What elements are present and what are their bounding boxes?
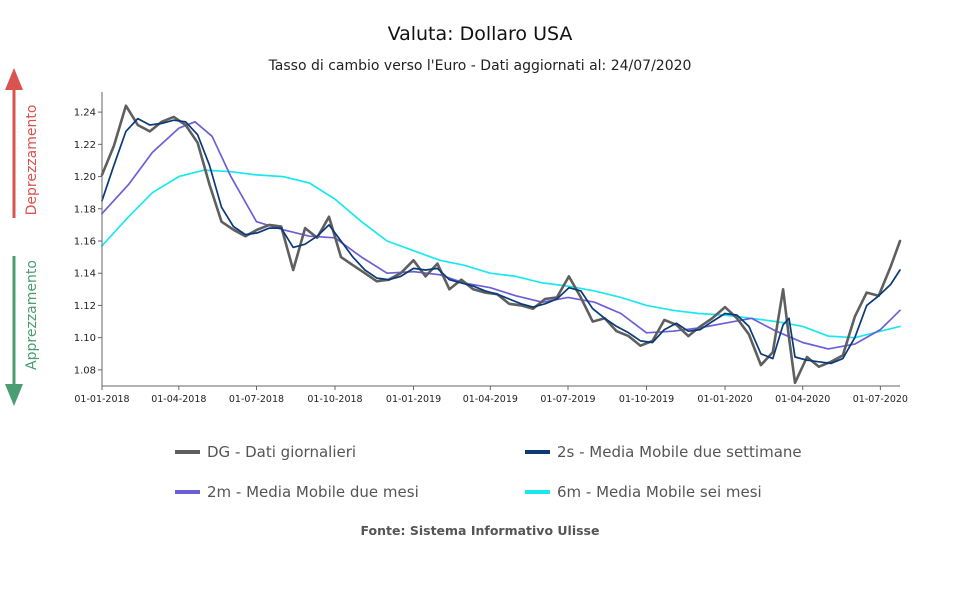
y-tick-label: 1.10	[74, 333, 96, 344]
chart-subtitle: Tasso di cambio verso l'Euro - Dati aggi…	[268, 58, 692, 74]
x-tick-label: 01-01-2018	[74, 394, 129, 405]
legend-item-2m: 2m - Media Mobile due mesi	[175, 483, 419, 501]
chart-title: Valuta: Dollaro USA	[388, 23, 573, 45]
x-tick-label: 01-04-2018	[151, 394, 206, 405]
side-label-deprezzamento: Deprezzamento	[24, 105, 40, 216]
legend-label-2s: 2s - Media Mobile due settimane	[557, 443, 802, 461]
down-arrow-icon	[5, 384, 23, 406]
y-tick-label: 1.20	[74, 172, 96, 183]
series-line-2m	[101, 120, 901, 350]
side-label-apprezzamento: Apprezzamento	[24, 260, 40, 370]
legend-label-6m: 6m - Media Mobile sei mesi	[557, 483, 762, 501]
appreciation-indicator: Apprezzamento	[5, 256, 40, 406]
legend-label-2m: 2m - Media Mobile due mesi	[207, 483, 419, 501]
series-line-6m	[101, 169, 901, 339]
plot-area	[100, 104, 902, 385]
y-tick-label: 1.08	[74, 365, 96, 376]
y-tick-label: 1.18	[74, 204, 96, 215]
x-tick-label: 01-10-2019	[619, 394, 674, 405]
y-tick-label: 1.24	[74, 108, 96, 119]
legend-item-2s: 2s - Media Mobile due settimane	[525, 443, 802, 461]
x-tick-label: 01-01-2020	[697, 394, 752, 405]
legend-label-dg: DG - Dati giornalieri	[207, 443, 356, 461]
legend: DG - Dati giornalieri 2s - Media Mobile …	[175, 443, 802, 501]
y-tick-label: 1.12	[74, 301, 96, 312]
legend-item-dg: DG - Dati giornalieri	[175, 443, 356, 461]
series-line-2s	[101, 117, 901, 365]
y-tick-label: 1.14	[74, 269, 96, 280]
x-tick-label: 01-04-2019	[463, 394, 518, 405]
x-tick-label: 01-07-2019	[540, 394, 595, 405]
x-tick-label: 01-07-2020	[853, 394, 908, 405]
x-tick-label: 01-10-2018	[307, 394, 362, 405]
up-arrow-icon	[5, 68, 23, 90]
depreciation-indicator: Deprezzamento	[5, 68, 40, 218]
y-tick-label: 1.22	[74, 140, 96, 151]
y-axis: 1.08 1.10 1.12 1.14 1.16 1.18 1.20 1.22 1.24	[74, 92, 103, 386]
x-tick-label: 01-04-2020	[775, 394, 830, 405]
x-tick-label: 01-07-2018	[229, 394, 284, 405]
x-axis: 01-01-2018 01-04-2018 01-07-2018 01-10-2018…	[74, 385, 908, 405]
legend-item-6m: 6m - Media Mobile sei mesi	[525, 483, 762, 501]
source-note: Fonte: Sistema Informativo Ulisse	[361, 523, 600, 538]
series-line-dg	[100, 104, 902, 385]
y-tick-label: 1.16	[74, 237, 96, 248]
x-tick-label: 01-01-2019	[386, 394, 441, 405]
